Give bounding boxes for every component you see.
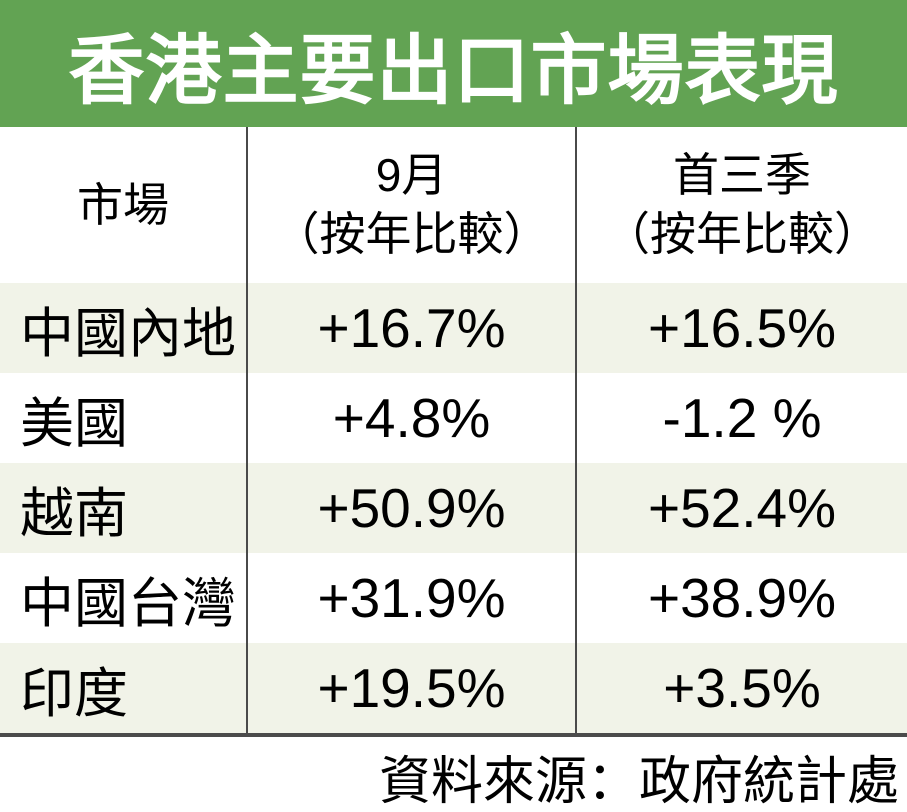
september-yoy-cell: +50.9% — [248, 463, 577, 553]
q3-yoy-cell: +16.5% — [647, 297, 837, 359]
header-cell-september: 9月 （按年比較） — [248, 127, 577, 283]
table-row: 中國內地 +16.7% +16.5% — [0, 283, 907, 373]
header-september-line1: 9月 — [375, 149, 448, 202]
page-title: 香港主要出口市場表現 — [68, 28, 839, 114]
header-september-line2: （按年比較） — [273, 208, 550, 260]
q3-yoy-cell: -1.2 % — [662, 387, 822, 449]
september-yoy-cell: +4.8% — [248, 373, 577, 463]
header-q3-line2: （按年比較） — [604, 208, 880, 260]
table-row: 越南 +50.9% +52.4% — [0, 463, 907, 553]
header-q3-line1: 首三季 — [673, 149, 811, 202]
table-row: 中國台灣 +31.9% +38.9% — [0, 553, 907, 643]
q3-yoy-cell: +38.9% — [647, 567, 837, 629]
market-name-cell: 中國內地 — [0, 283, 248, 373]
header-cell-first-three-quarters: 首三季 （按年比較） — [577, 127, 907, 283]
market-name-cell: 美國 — [0, 373, 248, 463]
september-yoy-cell: +19.5% — [248, 643, 577, 733]
table-row: 美國 +4.8% -1.2 % — [0, 373, 907, 463]
market-name-cell: 印度 — [0, 643, 248, 733]
table-row: 印度 +19.5% +3.5% — [0, 643, 907, 733]
header-market-label: 市場 — [77, 178, 169, 231]
market-name-cell: 中國台灣 — [0, 553, 248, 643]
september-yoy-cell: +16.7% — [248, 283, 577, 373]
footer: 資料來源：政府統計處 — [0, 737, 907, 812]
september-yoy-cell: +31.9% — [248, 553, 577, 643]
header-q3-label: 首三季 （按年比較） — [604, 146, 880, 264]
market-name-cell: 越南 — [0, 463, 248, 553]
q3-yoy-cell: +52.4% — [647, 477, 837, 539]
header-september-label: 9月 （按年比較） — [274, 146, 550, 264]
source-note: 資料來源：政府統計處 — [378, 753, 899, 811]
title-bar: 香港主要出口市場表現 — [0, 0, 907, 127]
table-header-row: 市場 9月 （按年比較） 首三季 （按年比較） — [0, 127, 907, 283]
export-market-table: 市場 9月 （按年比較） 首三季 （按年比較） 中國內地 +16.7% +16.… — [0, 127, 907, 737]
header-cell-market: 市場 — [0, 127, 248, 283]
q3-yoy-cell: +3.5% — [663, 657, 821, 719]
